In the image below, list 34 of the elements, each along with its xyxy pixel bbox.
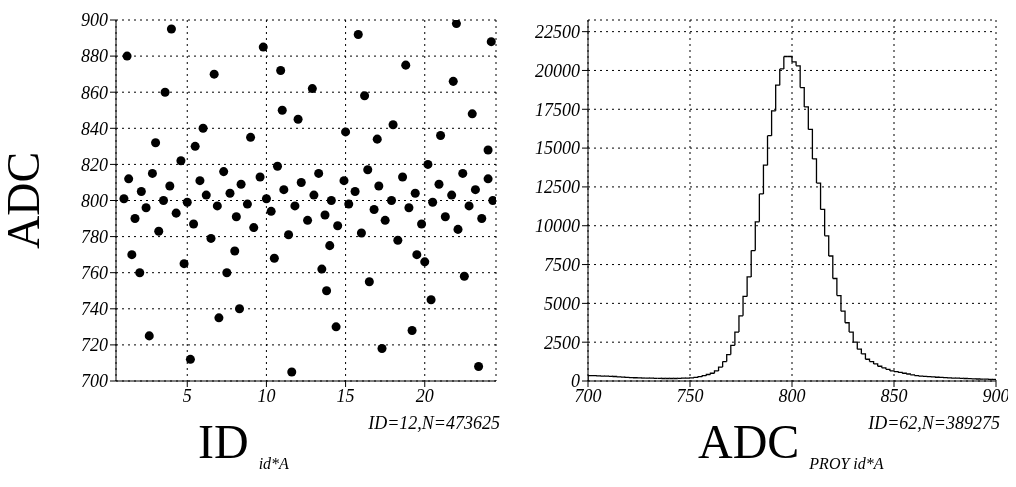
x-tick-label: 10	[257, 385, 276, 406]
y-tick-label: 5000	[544, 293, 580, 314]
y-tick-label: 17500	[535, 99, 580, 120]
x-tick-label: 750	[676, 385, 704, 406]
y-tick-label: 720	[81, 335, 108, 356]
x-tick-label: 800	[778, 385, 806, 406]
x-axis-title: ADC	[698, 415, 800, 468]
y-tick-label: 22500	[535, 22, 580, 43]
y-tick-label: 2500	[544, 332, 580, 353]
x-tick-label: 850	[880, 385, 908, 406]
x-tick-label: 5	[182, 385, 192, 406]
text: ID=12,N=473625	[368, 413, 500, 434]
x-tick-label: 20	[415, 385, 434, 406]
y-tick-label: 700	[81, 371, 108, 392]
y-tick-label: 7500	[544, 254, 580, 275]
y-tick-label: 840	[81, 118, 108, 139]
x-tick-label: 15	[336, 385, 355, 406]
y-tick-label: 12500	[535, 177, 580, 198]
y-tick-label: 860	[81, 82, 108, 103]
y-tick-label: 900	[81, 10, 108, 31]
text: PROY id*A	[809, 455, 884, 473]
y-tick-label: 760	[81, 263, 108, 284]
y-tick-label: 15000	[535, 138, 580, 159]
text: ID=62,N=389275	[868, 413, 1000, 434]
y-tick-label: 10000	[535, 216, 580, 237]
y-tick-label: 820	[81, 154, 108, 175]
text: id*A	[258, 455, 289, 473]
y-tick-label: 780	[81, 226, 108, 247]
y-tick-label: 740	[81, 299, 108, 320]
y-tick-label: 800	[81, 190, 108, 211]
y-tick-label: 20000	[535, 60, 580, 81]
y-tick-label: 880	[81, 46, 108, 67]
x-axis-title: ID	[198, 415, 249, 468]
y-axis-title: ADC	[0, 151, 50, 250]
